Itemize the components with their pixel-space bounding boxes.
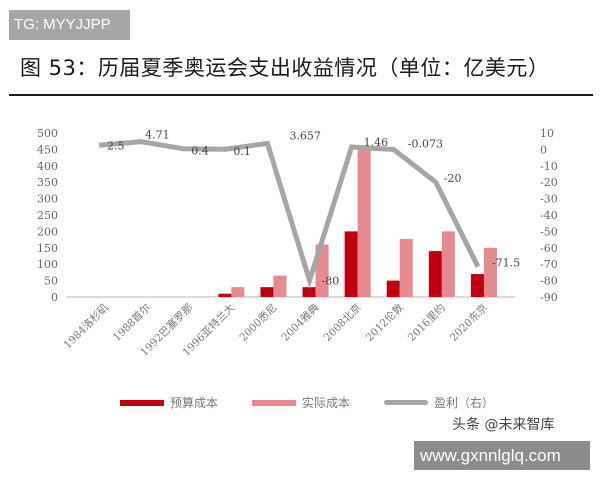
legend: 预算成本 实际成本 盈利（右） (120, 394, 494, 411)
bar-budget (386, 280, 400, 297)
y-axis-tick: 450 (37, 143, 58, 156)
y-axis-tick: 150 (37, 242, 58, 255)
title-divider (9, 94, 593, 96)
legend-item-profit: 盈利（右） (384, 394, 494, 411)
y-axis-tick: 0 (51, 291, 58, 304)
profit-data-label: 0.4 (191, 145, 209, 158)
legend-swatch-actual (252, 399, 297, 406)
legend-swatch-profit (384, 400, 429, 405)
bar-budget (428, 251, 442, 297)
watermark-source: 头条 @未来智库 (452, 417, 555, 433)
y-axis-tick: 250 (37, 209, 58, 222)
profit-data-label: -80 (322, 275, 340, 288)
bar-budget (302, 287, 316, 297)
x-axis-label: 2004雅典 (279, 301, 322, 344)
bar-actual (441, 231, 455, 297)
profit-data-label: 2.5 (107, 139, 125, 152)
y-axis-tick: 50 (44, 275, 58, 288)
y2-axis-tick: -50 (540, 225, 558, 238)
profit-line (98, 139, 481, 290)
y-axis-tick: 500 (37, 127, 58, 140)
y2-axis-tick: -40 (540, 209, 558, 222)
bar-actual (231, 287, 245, 297)
y-axis-tick: 300 (37, 193, 58, 206)
bar-budget (218, 293, 232, 297)
chart-title: 图 53：历届夏季奥运会支出收益情况（单位：亿美元） (20, 56, 550, 80)
bar-budget (470, 274, 484, 297)
y-axis-tick: 100 (37, 258, 58, 271)
x-axis-label: 2020东京 (447, 301, 490, 344)
x-axis-label: 2008北京 (321, 301, 364, 344)
profit-data-label: -71.5 (492, 257, 520, 270)
y2-axis-tick: -60 (540, 242, 558, 255)
legend-label-profit: 盈利（右） (434, 396, 495, 410)
profit-data-label: 1.46 (364, 136, 389, 149)
y-axis-tick: 350 (37, 176, 58, 189)
watermark-tg: TG: MYYJJPP (9, 10, 130, 40)
bar-actual (399, 238, 413, 297)
legend-item-budget: 预算成本 (120, 394, 218, 411)
profit-data-label: 3.657 (289, 129, 321, 142)
y2-axis-tick: -80 (540, 275, 558, 288)
profit-data-label: 0.1 (233, 145, 251, 158)
profit-data-label: 4.71 (145, 129, 170, 142)
profit-data-label: -20 (444, 172, 462, 185)
bar-budget (344, 231, 358, 297)
y2-axis-tick: -20 (540, 176, 558, 189)
y2-axis-tick: -70 (540, 258, 558, 271)
y-axis-tick: 400 (37, 160, 58, 173)
y2-axis-tick: -30 (540, 193, 558, 206)
bar-actual (483, 247, 497, 297)
bar-budget (260, 287, 274, 297)
y2-axis-tick: -90 (540, 291, 558, 304)
bar-actual (273, 275, 287, 297)
x-axis-label: 2016里约 (405, 301, 448, 344)
x-axis-label: 2000悉尼 (237, 302, 279, 344)
x-axis-label: 1984洛杉矶 (61, 301, 112, 352)
y2-axis-tick: -10 (540, 160, 558, 173)
x-axis-label: 2012伦敦 (363, 301, 406, 344)
legend-item-actual: 实际成本 (252, 394, 350, 411)
legend-label-actual: 实际成本 (302, 396, 351, 410)
x-axis-label: 1988首尔 (110, 301, 153, 344)
y2-axis-tick: 0 (540, 143, 547, 156)
y-axis-tick: 200 (37, 225, 58, 238)
watermark-url: www.gxnnlglq.com (414, 441, 590, 470)
bar-actual (357, 149, 371, 297)
y2-axis-tick: 10 (540, 127, 554, 140)
legend-label-budget: 预算成本 (170, 396, 219, 410)
profit-data-label: -0.073 (408, 138, 443, 151)
legend-swatch-budget (120, 399, 164, 406)
